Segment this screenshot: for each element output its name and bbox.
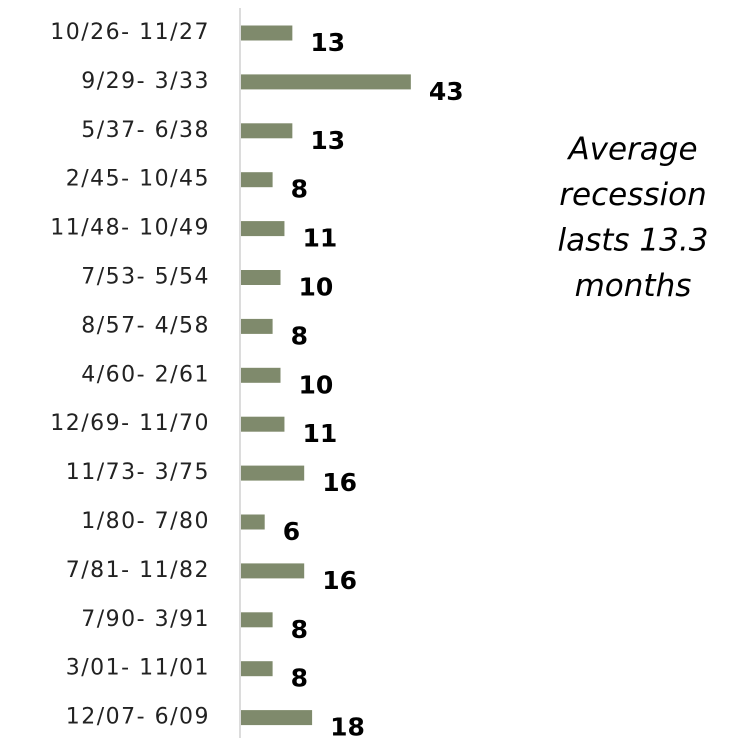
value-label: 8 — [291, 615, 308, 644]
y-tick-label: 8/57- 4/58 — [81, 313, 210, 338]
value-label: 6 — [283, 517, 300, 546]
bar — [241, 270, 281, 285]
value-label: 11 — [302, 224, 337, 253]
bar — [241, 514, 265, 530]
value-label: 43 — [429, 77, 464, 106]
bar — [241, 563, 305, 579]
bar — [241, 74, 411, 90]
y-tick-label: 12/69- 11/70 — [50, 411, 210, 436]
value-label: 18 — [330, 713, 365, 738]
bar — [241, 172, 273, 188]
y-tick-label: 7/81- 11/82 — [66, 558, 210, 583]
annotation: Average — [566, 132, 697, 168]
y-tick-label: 10/26- 11/27 — [50, 20, 210, 45]
y-tick-label: 12/07- 6/09 — [66, 705, 210, 730]
bar — [241, 318, 273, 334]
y-tick-label: 2/45- 10/45 — [66, 167, 210, 192]
value-label: 10 — [299, 273, 334, 302]
annotation: lasts 13.3 — [558, 223, 709, 259]
annotation: recession — [559, 177, 706, 213]
value-label: 8 — [291, 175, 308, 204]
value-label: 16 — [322, 468, 357, 497]
bar — [241, 416, 285, 432]
bar — [241, 612, 273, 628]
value-label: 8 — [291, 664, 308, 693]
value-label: 11 — [302, 419, 337, 448]
bar — [241, 661, 273, 677]
bar — [241, 465, 305, 481]
y-tick-label: 4/60- 2/61 — [81, 362, 210, 387]
bar — [241, 367, 281, 383]
value-label: 16 — [322, 566, 357, 595]
y-tick-label: 7/90- 3/91 — [81, 607, 210, 632]
value-label: 13 — [310, 126, 345, 155]
y-tick-label: 11/48- 10/49 — [50, 216, 210, 241]
bar — [241, 123, 293, 139]
y-tick-label: 9/29- 3/33 — [81, 69, 210, 94]
annotation: months — [575, 268, 692, 304]
value-label: 8 — [291, 321, 308, 350]
y-tick-label: 5/37- 6/38 — [81, 118, 210, 143]
bar — [241, 710, 313, 726]
bar — [241, 221, 285, 237]
value-label: 13 — [310, 28, 345, 57]
y-tick-label: 7/53- 5/54 — [81, 265, 210, 290]
bar — [241, 25, 293, 41]
y-tick-label: 11/73- 3/75 — [66, 460, 210, 485]
y-tick-label: 1/80- 7/80 — [81, 509, 210, 534]
y-tick-label: 3/01- 11/01 — [66, 656, 210, 681]
value-label: 10 — [299, 370, 334, 399]
